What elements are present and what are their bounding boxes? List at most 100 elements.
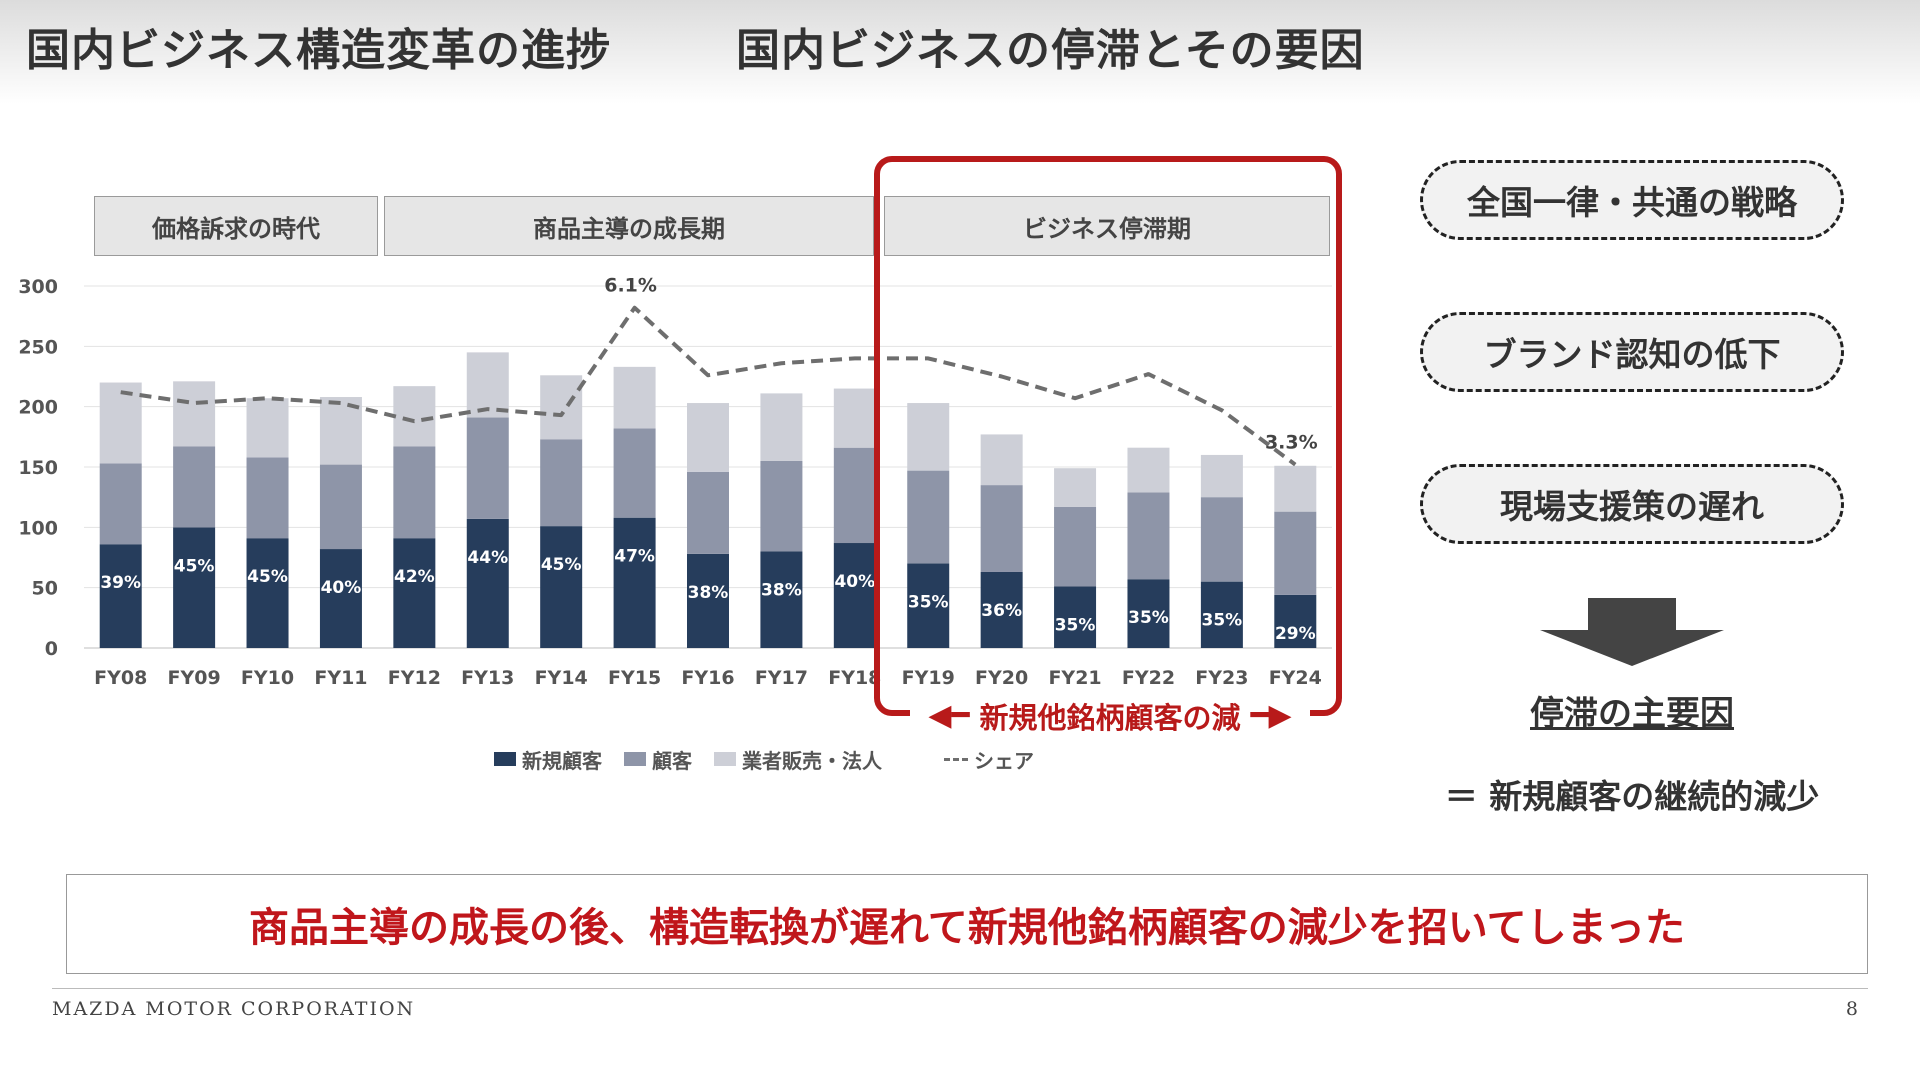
sales-chart: 0 50 100 150 200 250 300 FY08 39% FY09 45% FY10 45% F… [18,275,1332,689]
bar-segment-fy14-s0 [540,526,583,648]
bar-share-label: 35% [1055,615,1096,635]
bar-segment-fy22-s2 [1127,447,1170,493]
bar-segment-fy13-s2 [466,352,509,418]
bar-segment-fy13-s0 [466,518,509,648]
x-tick-label: FY24 [1269,667,1322,689]
x-tick-label: FY10 [241,667,294,689]
left-arrow-icon: ◀━ [928,698,970,733]
bar-share-label: 44% [467,548,508,568]
bar-segment-fy11-s1 [319,464,362,550]
page-number: 8 [1845,998,1858,1020]
bar-segment-fy10-s1 [246,457,289,539]
legend-item-fleet: 業者販売・法人 [714,745,882,774]
bar-segment-fy08-s0 [99,544,142,648]
bar-segment-fy12-s1 [393,446,436,539]
bar-share-label: 45% [174,556,215,576]
x-tick-label: FY15 [608,667,661,689]
bar-segment-fy10-s0 [246,538,289,648]
era-box-price: 価格訴求の時代 [94,196,378,256]
bar-share-label: 45% [247,567,288,587]
y-tick-label: 0 [45,638,58,660]
bar-segment-fy20-s1 [980,485,1023,572]
factor-pill-support: 現場支援策の遅れ [1420,464,1844,544]
bar-segment-fy12-s2 [393,386,436,447]
x-tick-label: FY23 [1195,667,1248,689]
bar-segment-fy10-s2 [246,398,289,458]
legend-label: 顧客 [652,748,692,773]
y-tick-label: 200 [18,397,58,419]
stagnation-highlight-frame [874,156,1342,716]
bar-segment-fy15-s1 [613,428,656,518]
bar-share-label: 42% [394,567,435,587]
y-tick-label: 300 [18,276,58,298]
y-tick-label: 50 [32,578,58,600]
bar-segment-fy14-s1 [540,439,583,527]
header-band: 国内ビジネス構造変革の進捗 国内ビジネスの停滞とその要因 [0,0,1920,104]
bar-segment-fy09-s0 [173,527,216,648]
bar-segment-fy13-s1 [466,417,509,519]
bar-segment-fy19-s1 [907,470,950,564]
legend-label: シェア [974,748,1034,773]
x-tick-label: FY22 [1122,667,1175,689]
y-tick-label: 250 [18,336,58,358]
bar-share-label: 39% [100,573,141,593]
stagnation-arrow-label: ◀━ 新規他銘柄顧客の減 ━▶ [910,694,1310,738]
bar-segment-fy24-s2 [1274,465,1317,512]
bar-segment-fy21-s0 [1054,586,1097,648]
bar-share-label: 36% [981,601,1022,621]
bar-share-label: 29% [1275,624,1316,644]
legend-item-share: シェア [944,745,1034,774]
bar-segment-fy21-s2 [1054,468,1097,507]
footer-divider [52,988,1868,989]
bar-share-label: 45% [541,555,582,575]
bar-share-label: 40% [834,572,875,592]
bar-segment-fy17-s1 [760,460,803,552]
bar-segment-fy20-s0 [980,571,1023,648]
bar-segment-fy15-s0 [613,517,656,648]
bar-segment-fy24-s0 [1274,594,1317,648]
right-arrow-icon: ━▶ [1250,698,1292,733]
x-tick-label: FY21 [1048,667,1101,689]
x-tick-label: FY08 [94,667,147,689]
share-annotation: 6.1% [604,275,657,297]
x-tick-label: FY13 [461,667,514,689]
bar-segment-fy21-s1 [1054,506,1097,587]
legend-swatch [624,752,646,766]
x-tick-label: FY09 [168,667,221,689]
x-tick-label: FY11 [314,667,367,689]
x-tick-label: FY12 [388,667,441,689]
bar-share-label: 38% [688,583,729,603]
cause-title: 停滞の主要因 [1530,694,1734,734]
era-box-growth: 商品主導の成長期 [384,196,874,256]
x-tick-label: FY19 [902,667,955,689]
legend-item-new: 新規顧客 [494,745,602,774]
bar-segment-fy19-s2 [907,403,950,471]
footer-company: MAZDA MOTOR CORPORATION [52,998,416,1020]
bar-segment-fy09-s2 [173,381,216,447]
legend-item-existing: 顧客 [624,745,692,774]
x-tick-label: FY16 [681,667,734,689]
share-annotation: 3.3% [1265,432,1318,454]
bar-segment-fy24-s1 [1274,511,1317,595]
bar-share-label: 35% [1128,608,1169,628]
x-tick-label: FY17 [755,667,808,689]
factor-pill-strategy: 全国一律・共通の戦略 [1420,160,1844,240]
chart-legend: 新規顧客 顧客 業者販売・法人 シェア [494,744,1034,774]
bar-segment-fy16-s0 [687,553,729,648]
bar-segment-fy16-s1 [687,471,729,554]
bar-segment-fy17-s2 [760,393,803,461]
conclusion-box: 商品主導の成長の後、構造転換が遅れて新規他銘柄顧客の減少を招いてしまった [66,874,1868,974]
era-box-stagnation: ビジネス停滞期 [884,196,1330,256]
page-title: 国内ビジネス構造変革の進捗 [26,25,611,76]
bar-segment-fy18-s0 [833,543,876,648]
bar-segment-fy08-s2 [99,382,142,464]
y-tick-label: 150 [18,457,58,479]
bar-segment-fy14-s2 [540,375,583,440]
bar-segment-fy15-s2 [613,366,656,429]
bar-share-label: 47% [614,547,655,567]
bar-share-label: 35% [908,593,949,613]
down-arrow-icon [1540,598,1724,666]
bar-segment-fy11-s0 [319,549,362,648]
bar-segment-fy16-s2 [687,403,729,472]
y-tick-label: 100 [18,517,58,539]
